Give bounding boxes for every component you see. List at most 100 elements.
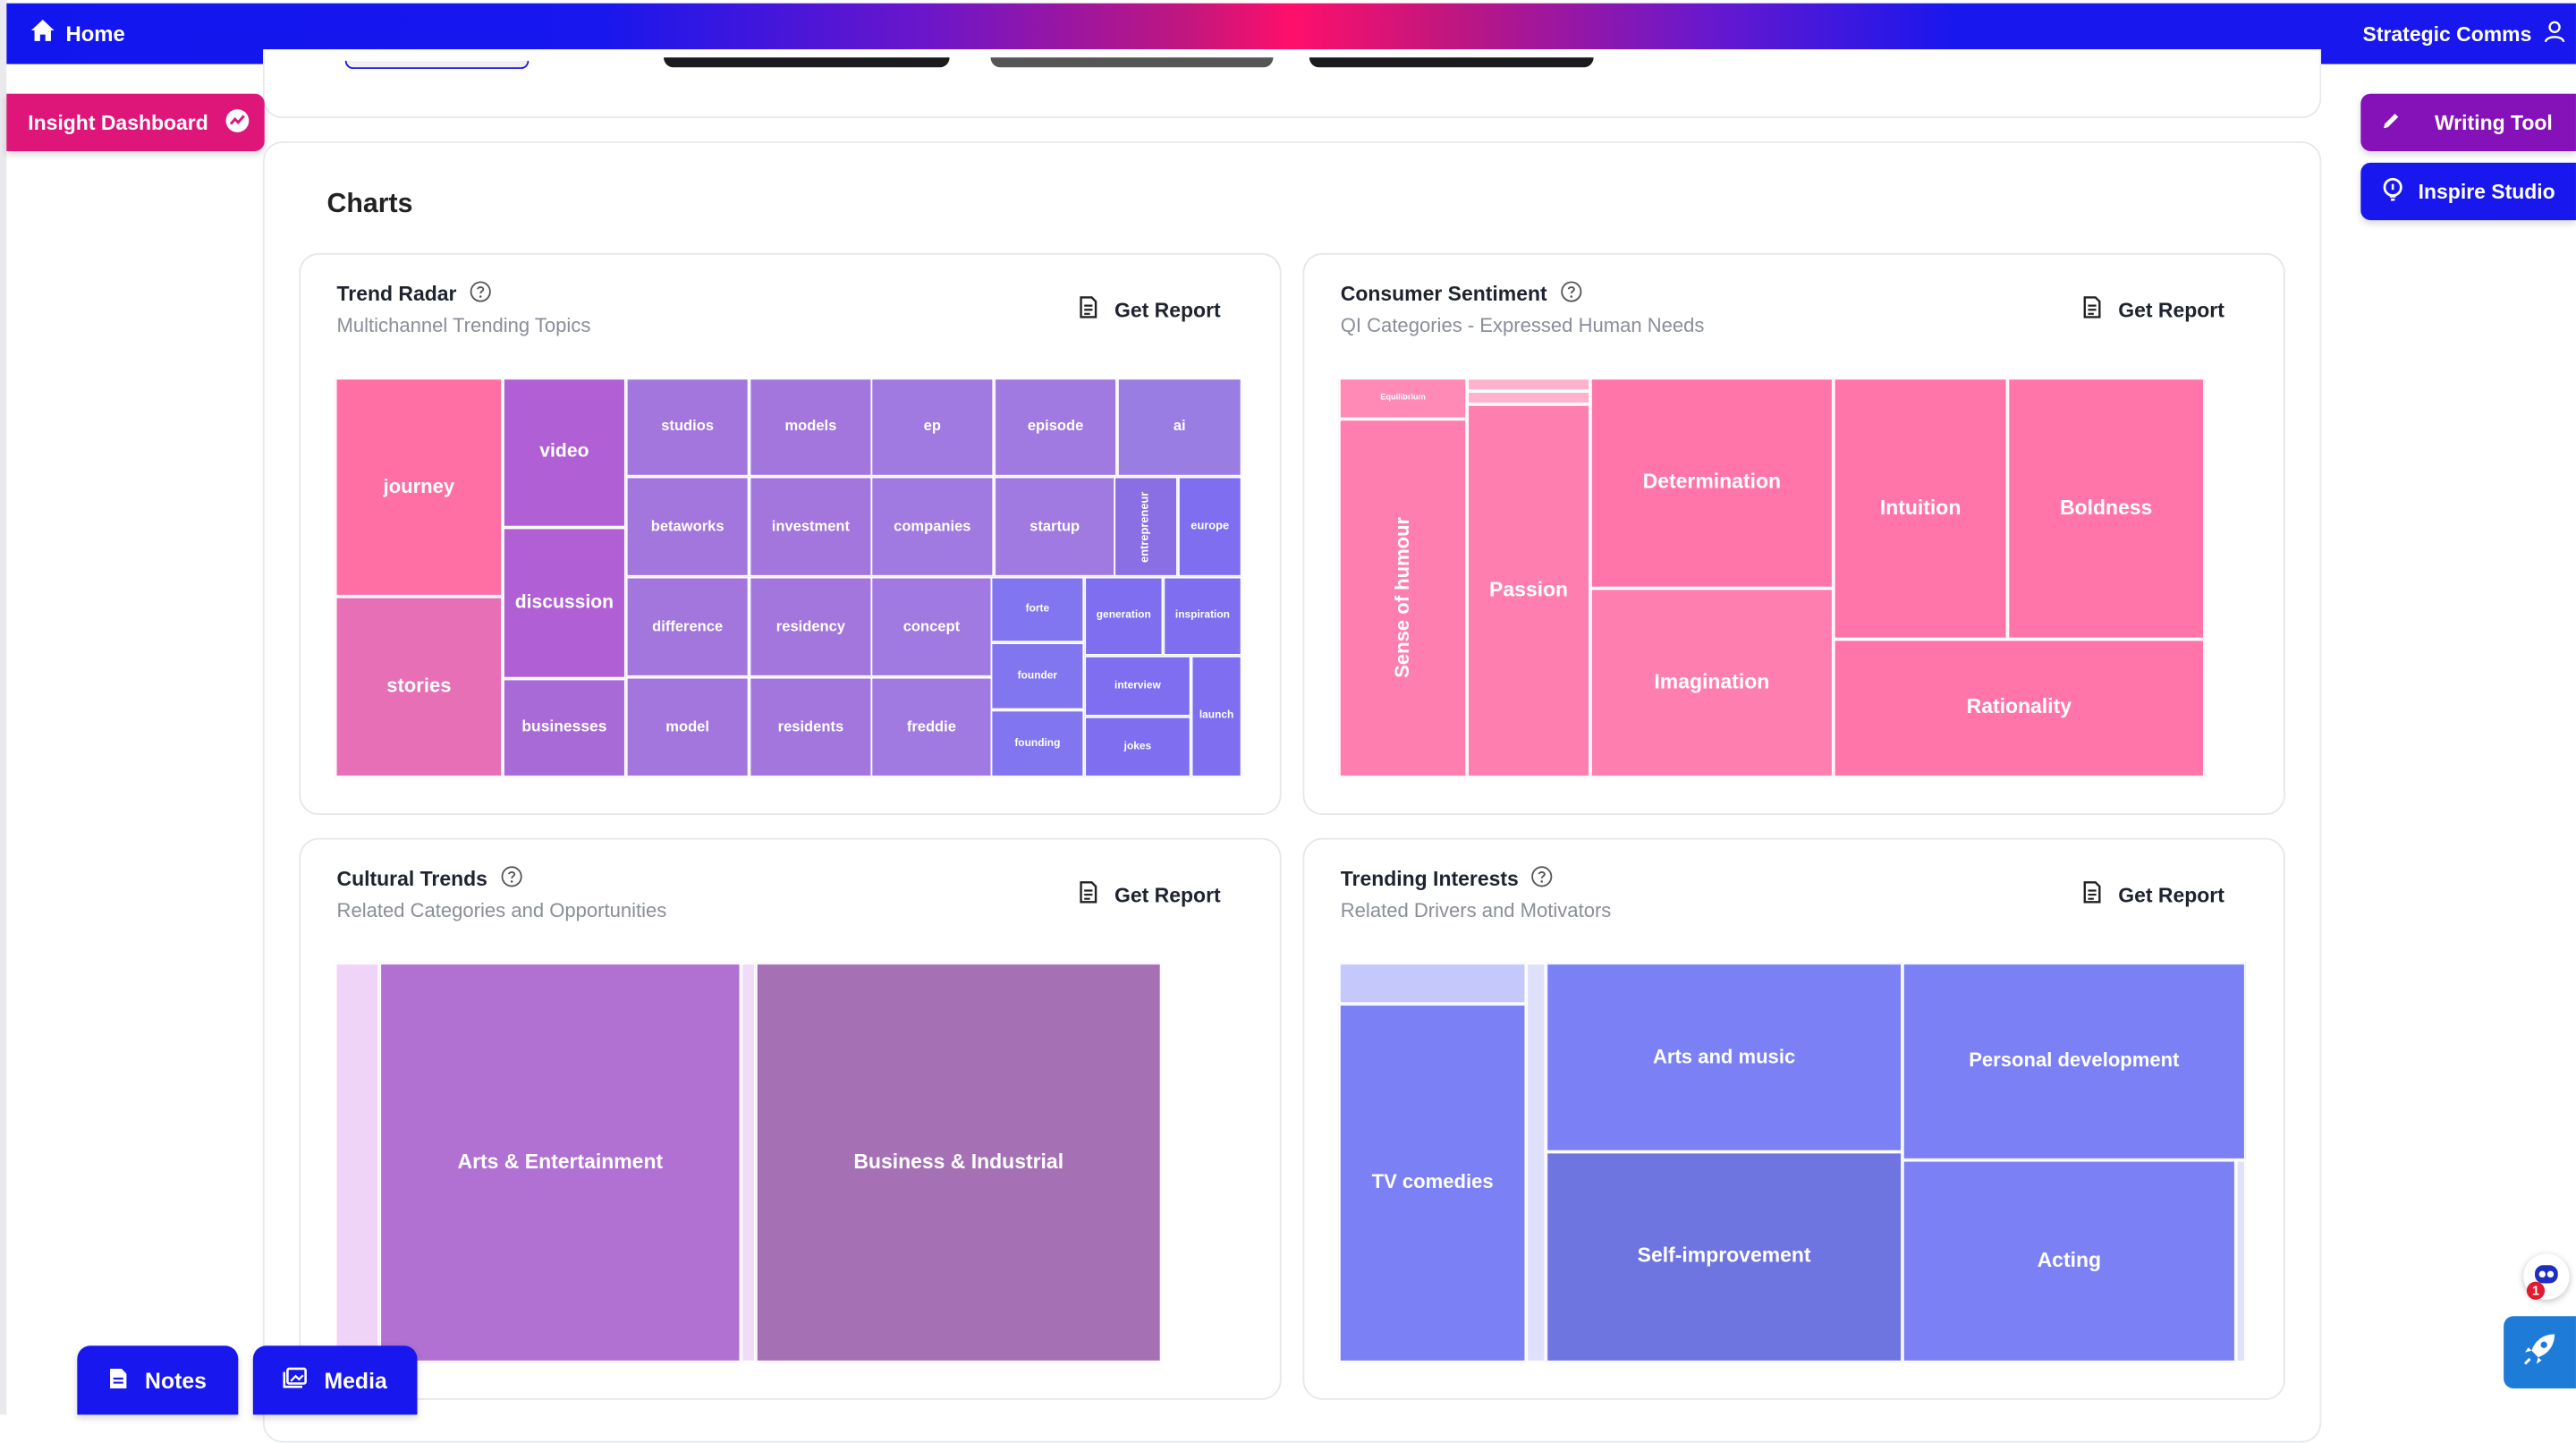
insight-dashboard-button[interactable]: Insight Dashboard (6, 93, 265, 151)
media-button[interactable]: Media (252, 1345, 418, 1415)
treemap-tile-startup[interactable]: startup (994, 476, 1116, 577)
treemap-tile-label: model (665, 717, 709, 734)
treemap-tile-freddie[interactable]: freddie (870, 676, 993, 777)
treemap-tile-europe[interactable]: europe (1177, 476, 1242, 577)
treemap-tile-label: forte (1025, 603, 1050, 615)
media-thumb[interactable] (1309, 57, 1594, 68)
help-icon[interactable] (500, 866, 522, 892)
treemap-tile-difference[interactable]: difference (625, 576, 750, 677)
treemap-tile-investment[interactable]: investment (749, 476, 873, 577)
section-title: Charts (326, 189, 413, 219)
media-thumb[interactable] (344, 60, 530, 70)
treemap-tile-ai[interactable]: ai (1116, 378, 1242, 477)
treemap-tile-inspiration[interactable]: inspiration (1163, 576, 1242, 656)
treemap-tile-arts-and-music[interactable]: Arts and music (1546, 963, 1902, 1152)
treemap-tile-arts-entertainment[interactable]: Arts & Entertainment (379, 963, 741, 1362)
treemap-tile-founding[interactable]: founding (990, 709, 1085, 777)
treemap-tile-small[interactable] (1338, 963, 1527, 1005)
chart-subtitle: Related Categories and Opportunities (336, 898, 667, 922)
treemap-tile-studios[interactable]: studios (625, 378, 750, 477)
treemap-tile-concept[interactable]: concept (870, 576, 993, 677)
treemap-tile-intuition[interactable]: Intuition (1833, 378, 2008, 640)
get-report-button[interactable]: Get Report (1079, 880, 1221, 908)
treemap-tile-rationality[interactable]: Rationality (1833, 639, 2205, 777)
treemap-tile-business-industrial[interactable]: Business & Industrial (755, 963, 1162, 1362)
treemap-tile-launch[interactable]: launch (1191, 655, 1242, 777)
account-menu[interactable]: Strategic Comms (2363, 20, 2566, 47)
get-report-button[interactable]: Get Report (1079, 296, 1221, 324)
treemap-tile-stories[interactable]: stories (335, 596, 504, 777)
help-icon[interactable] (1531, 866, 1553, 892)
treemap-tile-video[interactable]: video (503, 378, 626, 528)
treemap-tile-small[interactable] (1467, 378, 1590, 392)
media-strip-card (262, 49, 2322, 119)
treemap-tile-small[interactable] (741, 963, 756, 1362)
account-label: Strategic Comms (2362, 21, 2532, 46)
treemap-tile-small[interactable] (335, 963, 380, 1362)
treemap-tile-acting[interactable]: Acting (1902, 1159, 2236, 1362)
help-icon[interactable] (1560, 281, 1581, 307)
treemap-tile-label: Personal development (1969, 1048, 2180, 1073)
treemap-tile-sense-of-humour[interactable]: Sense of humour (1338, 419, 1468, 777)
treemap-tile-label: launch (1199, 710, 1234, 723)
treemap-tile-small[interactable] (2235, 1159, 2246, 1362)
treemap-tile-label: discussion (514, 592, 614, 613)
treemap-tile-generation[interactable]: generation (1084, 576, 1164, 656)
treemap-tile-imagination[interactable]: Imagination (1589, 588, 1834, 777)
treemap-tile-label: betaworks (650, 516, 724, 534)
treemap-tile-companies[interactable]: companies (870, 476, 995, 577)
chart-subtitle: Multichannel Trending Topics (336, 313, 591, 337)
treemap-tile-episode[interactable]: episode (994, 378, 1117, 477)
help-icon[interactable] (470, 281, 491, 307)
home-icon (30, 18, 55, 47)
treemap-tile-label: generation (1096, 610, 1151, 623)
treemap-tile-label: difference (652, 616, 724, 634)
launch-button[interactable] (2504, 1316, 2576, 1389)
treemap-tile-label: Intuition (1879, 495, 1962, 519)
treemap-tile-residents[interactable]: residents (749, 676, 873, 777)
treemap-tile-model[interactable]: model (625, 676, 750, 777)
get-report-button[interactable]: Get Report (2082, 880, 2224, 908)
home-label: Home (65, 20, 125, 46)
treemap-tile-label: entrepreneur (1140, 491, 1151, 563)
treemap-tile-jokes[interactable]: jokes (1084, 716, 1191, 777)
treemap-tile-equilibrium[interactable]: Equilibrium (1338, 378, 1468, 420)
notes-label: Notes (145, 1368, 207, 1393)
treemap-tile-self-improvement[interactable]: Self-improvement (1546, 1151, 1902, 1362)
lightbulb-icon (2380, 176, 2405, 206)
media-thumb[interactable] (664, 57, 950, 68)
notes-button[interactable]: Notes (77, 1345, 239, 1415)
treemap-tile-boldness[interactable]: Boldness (2007, 378, 2205, 640)
get-report-label: Get Report (2118, 298, 2224, 322)
treemap-tile-label: founding (1014, 737, 1061, 750)
treemap-tile-passion[interactable]: Passion (1467, 403, 1590, 777)
treemap-tile-models[interactable]: models (749, 378, 873, 477)
treemap-tile-forte[interactable]: forte (990, 576, 1085, 643)
treemap-tile-founder[interactable]: founder (990, 642, 1085, 710)
treemap-tile-discussion[interactable]: discussion (503, 527, 626, 679)
treemap-tile-betaworks[interactable]: betaworks (625, 476, 750, 577)
treemap-tile-label: Passion (1489, 577, 1569, 601)
document-icon (2082, 880, 2104, 908)
get-report-button[interactable]: Get Report (2082, 296, 2224, 324)
treemap-tile-interview[interactable]: interview (1084, 655, 1191, 717)
assistant-bot-button[interactable] (2523, 1253, 2570, 1300)
treemap-tile-small[interactable] (1467, 391, 1590, 404)
treemap-tile-journey[interactable]: journey (335, 378, 504, 597)
chart-subtitle: Related Drivers and Motivators (1340, 898, 1612, 922)
document-icon (1079, 296, 1100, 324)
treemap-tile-label: residents (777, 717, 844, 734)
treemap-tile-businesses[interactable]: businesses (503, 678, 626, 777)
treemap-tile-small[interactable] (1526, 963, 1546, 1362)
treemap-tile-tv-comedies[interactable]: TV comedies (1338, 1004, 1527, 1362)
writing-tool-button[interactable]: Writing Tool (2360, 93, 2576, 151)
treemap-tile-determination[interactable]: Determination (1589, 378, 1834, 589)
treemap-tile-residency[interactable]: residency (749, 576, 873, 677)
treemap-tile-entrepreneur[interactable]: entrepreneur (1114, 476, 1178, 577)
home-link[interactable]: Home (30, 18, 125, 47)
inspire-studio-button[interactable]: Inspire Studio (2360, 162, 2576, 221)
treemap-tile-personal-development[interactable]: Personal development (1902, 963, 2246, 1160)
inspire-studio-label: Inspire Studio (2418, 180, 2555, 203)
treemap-tile-ep[interactable]: ep (870, 378, 995, 477)
media-thumb[interactable] (990, 57, 1274, 68)
